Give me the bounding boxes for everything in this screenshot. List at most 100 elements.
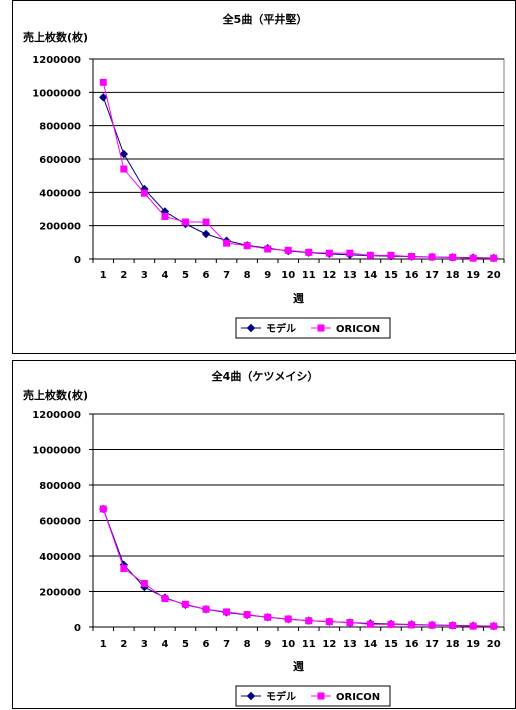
y-tick-label: 1000000 <box>32 88 81 99</box>
x-tick-label: 2 <box>120 270 127 281</box>
legend-marker <box>246 323 256 333</box>
y-tick-label: 800000 <box>39 122 81 133</box>
data-point <box>264 245 272 253</box>
x-tick-label: 12 <box>322 270 336 281</box>
data-point <box>202 605 210 613</box>
x-tick-label: 20 <box>487 639 501 650</box>
y-tick-label: 200000 <box>39 588 81 599</box>
data-point <box>366 620 374 628</box>
data-point <box>161 595 169 603</box>
data-point <box>428 253 436 261</box>
x-tick-label: 15 <box>384 270 398 281</box>
x-tick-label: 17 <box>425 639 439 650</box>
series-oricon <box>99 78 498 262</box>
chart-ketsumeishi: 全4曲（ケツメイシ） 売上枚数(枚) 0 200000 400000 600000 8000… <box>23 369 505 707</box>
data-point <box>428 621 436 629</box>
y-tick-label: 0 <box>74 255 81 266</box>
data-point <box>120 564 128 572</box>
x-tick-label: 13 <box>343 639 357 650</box>
legend-label: ORICON <box>336 692 380 703</box>
legend-marker <box>246 691 256 701</box>
x-tick-label: 7 <box>223 270 230 281</box>
data-point <box>325 249 333 257</box>
legend: モデル ORICON <box>235 685 391 707</box>
y-tick-label: 400000 <box>39 188 81 199</box>
x-tick-label: 4 <box>161 639 168 650</box>
data-point <box>243 611 251 619</box>
x-tick-label: 17 <box>425 270 439 281</box>
x-tick-label: 1 <box>100 270 107 281</box>
data-point <box>305 248 313 256</box>
y-tick-label: 600000 <box>39 155 81 166</box>
x-tick-label: 20 <box>487 270 501 281</box>
legend-label: モデル <box>266 322 296 335</box>
data-point <box>387 251 395 259</box>
chart-title: 全4曲（ケツメイシ） <box>211 369 319 383</box>
x-axis-label: 週 <box>293 291 304 305</box>
legend-marker <box>317 692 325 700</box>
x-tick-label: 19 <box>466 270 480 281</box>
legend-marker <box>317 324 325 332</box>
x-tick-label: 11 <box>302 270 316 281</box>
data-point <box>120 165 128 173</box>
x-tick-label: 7 <box>223 639 230 650</box>
data-point <box>284 615 292 623</box>
legend: モデル ORICON <box>235 317 391 339</box>
y-tick-label: 200000 <box>39 222 81 233</box>
y-tick-label: 1000000 <box>32 446 81 457</box>
chart-hirai: 全5曲（平井堅） 売上枚数(枚) 0 200000 400000 600000 800000… <box>23 12 505 339</box>
y-tick-label: 1200000 <box>32 410 81 421</box>
x-tick-label: 10 <box>281 270 295 281</box>
data-point <box>243 242 251 250</box>
y-axis-label: 売上枚数(枚) <box>23 388 88 402</box>
data-point <box>305 617 313 625</box>
data-point <box>140 189 148 197</box>
x-tick-label: 11 <box>302 639 316 650</box>
data-point <box>99 505 107 513</box>
y-axis-label: 売上枚数(枚) <box>23 30 88 44</box>
data-point <box>366 251 374 259</box>
x-tick-label: 9 <box>264 639 271 650</box>
data-point <box>490 254 498 262</box>
data-point <box>181 218 189 226</box>
y-tick-label: 0 <box>74 623 81 634</box>
x-tick-label: 16 <box>405 270 419 281</box>
x-tick-label: 6 <box>203 639 210 650</box>
y-tick-label: 800000 <box>39 481 81 492</box>
y-tick-label: 1200000 <box>32 55 81 66</box>
data-point <box>408 253 416 260</box>
x-tick-label: 19 <box>466 639 480 650</box>
data-point <box>201 229 211 239</box>
x-tick-label: 4 <box>161 270 168 281</box>
x-tick-label: 15 <box>384 639 398 650</box>
data-point <box>119 149 129 159</box>
data-point <box>469 254 477 262</box>
data-point <box>140 580 148 588</box>
data-point <box>408 621 416 629</box>
data-point <box>223 239 231 247</box>
data-point <box>99 93 108 102</box>
data-point <box>202 218 210 226</box>
x-tick-label: 1 <box>100 639 107 650</box>
x-tick-label: 10 <box>281 639 295 650</box>
x-tick-label: 8 <box>244 639 251 650</box>
x-tick-label: 6 <box>203 270 210 281</box>
data-point <box>223 608 231 616</box>
data-point <box>490 622 498 630</box>
x-axis-label: 週 <box>293 659 304 673</box>
data-point <box>264 613 272 621</box>
data-point <box>449 622 457 630</box>
data-point <box>325 618 333 626</box>
x-tick-label: 3 <box>141 270 148 281</box>
y-tick-label: 400000 <box>39 552 81 563</box>
series-oricon <box>99 505 498 630</box>
x-tick-label: 8 <box>244 270 251 281</box>
x-tick-label: 3 <box>141 639 148 650</box>
legend-label: モデル <box>266 690 296 703</box>
data-point <box>346 619 354 627</box>
x-tick-label: 16 <box>405 639 419 650</box>
data-point <box>346 249 354 257</box>
x-tick-label: 14 <box>363 270 377 281</box>
chart-title: 全5曲（平井堅） <box>222 12 308 26</box>
x-tick-label: 5 <box>182 639 189 650</box>
